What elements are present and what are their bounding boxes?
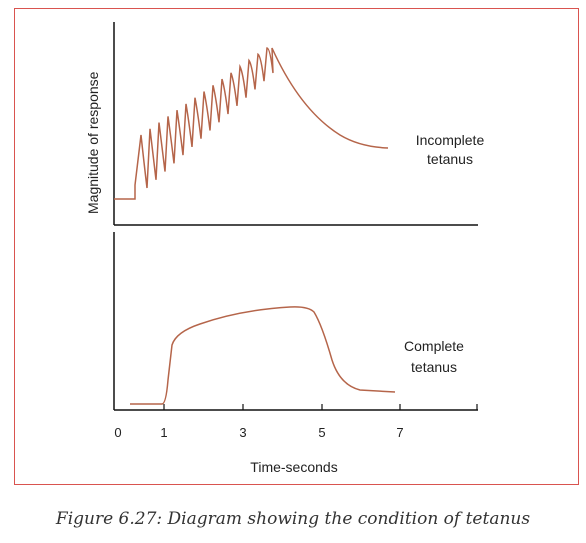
curve-label: tetanus: [427, 151, 473, 167]
x-tick-label: 5: [318, 425, 325, 440]
incomplete-tetanus-curve: [114, 47, 389, 200]
tick-marks: [163, 404, 478, 410]
curve-label: Incomplete: [416, 132, 485, 148]
x-axis-label: Time-seconds: [250, 459, 337, 475]
caption: Figure 6.27: Diagram showing the conditi…: [55, 509, 530, 529]
complete-tetanus-curve: [130, 306, 396, 405]
y-axis-label: Magnitude of response: [85, 71, 101, 214]
figure-border: [14, 8, 579, 485]
x-tick-label: 0: [114, 425, 121, 440]
x-tick-label: 7: [396, 425, 403, 440]
x-tick-label: 1: [160, 425, 167, 440]
x-tick-label: 3: [239, 425, 246, 440]
curve-label: Complete: [404, 338, 464, 354]
curve-label: tetanus: [411, 359, 457, 375]
